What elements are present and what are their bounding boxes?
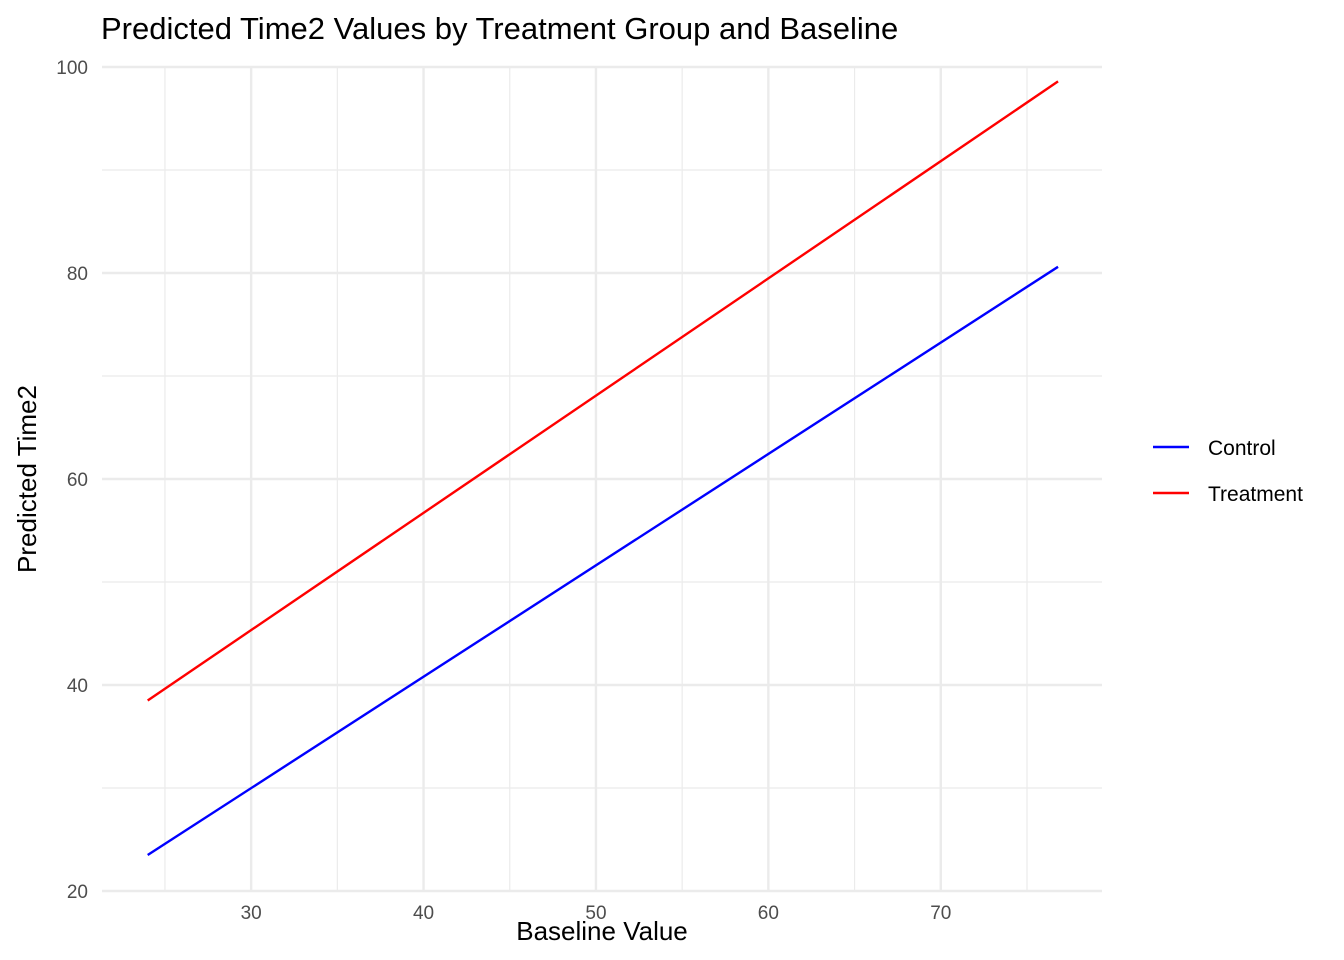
- x-axis-ticks: 30 40 50 60 70: [241, 903, 952, 924]
- y-tick-label: 80: [67, 264, 88, 285]
- series-line-control: [147, 265, 1059, 856]
- y-axis-ticks: 20 40 60 80 100: [56, 58, 88, 903]
- x-tick-label: 40: [413, 903, 434, 924]
- y-tick-label: 20: [67, 882, 88, 903]
- grid: [102, 65, 1102, 893]
- series-lines: [147, 80, 1059, 856]
- legend-label-control: Control: [1208, 437, 1276, 460]
- x-axis-title: Baseline Value: [516, 916, 688, 946]
- series-line-treatment: [147, 80, 1059, 702]
- legend-label-treatment: Treatment: [1208, 483, 1303, 506]
- chart-title: Predicted Time2 Values by Treatment Grou…: [101, 11, 898, 46]
- y-tick-label: 100: [56, 58, 88, 79]
- y-tick-label: 40: [67, 676, 88, 697]
- y-axis-title: Predicted Time2: [12, 385, 42, 573]
- x-tick-label: 70: [930, 903, 951, 924]
- x-tick-label: 30: [241, 903, 262, 924]
- x-tick-label: 50: [585, 903, 606, 924]
- y-tick-label: 60: [67, 470, 88, 491]
- legend: Control Treatment: [1153, 437, 1303, 506]
- x-tick-label: 60: [758, 903, 779, 924]
